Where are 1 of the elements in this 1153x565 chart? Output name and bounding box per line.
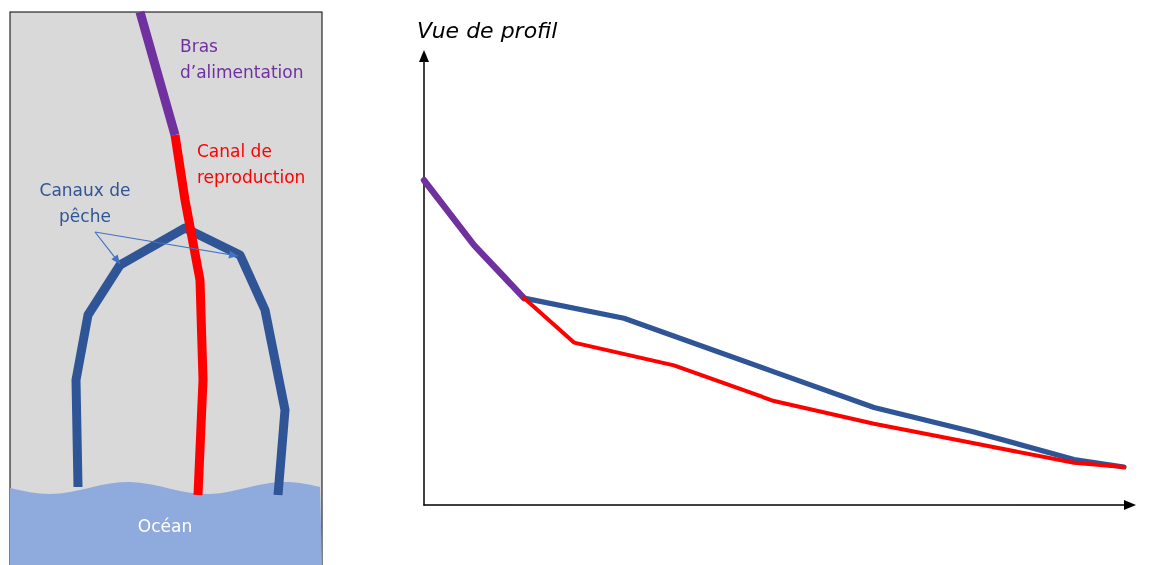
chart-title: Vue de profil xyxy=(417,17,558,43)
